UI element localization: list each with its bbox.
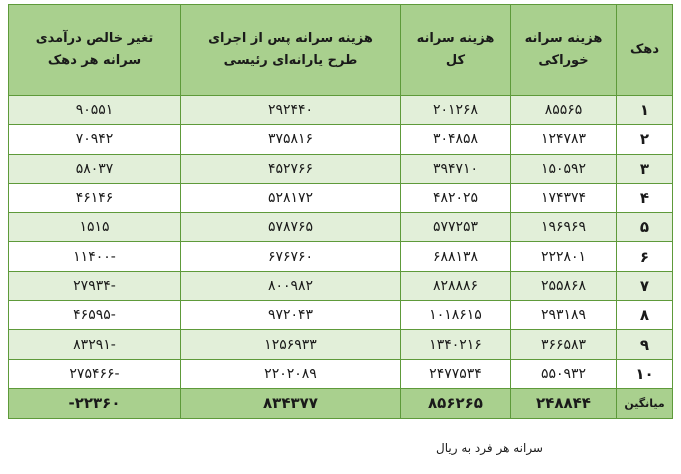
net-cell: -۴۶۵۹۵ [8, 300, 181, 331]
total-cell: ۱۰۱۸۶۱۵ [400, 300, 511, 331]
total-cell: ۴۸۲۰۲۵ [400, 182, 511, 214]
total-cell: ۳۹۴۷۱۰ [400, 153, 511, 184]
average-total: ۸۵۶۲۶۵ [400, 387, 511, 419]
header-net-line1: تغیر خالص درآمدی [35, 31, 154, 46]
table-row: ۹ ۳۶۶۵۸۳ ۱۳۴۰۲۱۶ ۱۲۵۶۹۳۳ -۸۳۲۹۱ [8, 329, 673, 360]
header-row: دهک هزینه سرانه خوراکی هزینه سرانه کل هز… [8, 4, 673, 96]
average-label: میانگین [616, 387, 673, 419]
net-cell: -۲۷۹۳۴ [8, 270, 181, 302]
net-cell: -۲۷۵۴۶۶ [8, 358, 181, 389]
after-cell: ۲۲۰۲۰۸۹ [180, 358, 401, 389]
total-cell: ۲۴۷۷۵۳۴ [400, 358, 511, 389]
decile-cell: ۵ [616, 212, 673, 243]
table-row: ۶ ۲۲۲۸۰۱ ۶۸۸۱۳۸ ۶۷۶۷۶۰ -۱۱۴۰۰ [8, 241, 673, 272]
after-cell: ۴۵۲۷۶۶ [180, 153, 401, 184]
table-row: ۱ ۸۵۵۶۵ ۲۰۱۲۶۸ ۲۹۲۴۴۰ ۹۰۵۵۱ [8, 94, 673, 126]
net-cell: -۱۱۴۰۰ [8, 241, 181, 272]
net-cell: -۸۳۲۹۱ [8, 329, 181, 360]
average-after: ۸۳۴۳۷۷ [180, 387, 401, 419]
net-cell: ۷۰۹۴۲ [8, 124, 181, 155]
after-cell: ۵۷۸۷۶۵ [180, 212, 401, 243]
average-food: ۲۴۸۸۴۴ [510, 387, 617, 419]
header-net-line2: سرانه هر دهک [47, 53, 142, 68]
subsidy-table: دهک هزینه سرانه خوراکی هزینه سرانه کل هز… [8, 4, 673, 419]
net-cell: ۱۵۱۵ [8, 212, 181, 243]
food-cell: ۱۷۴۳۷۴ [510, 182, 617, 214]
header-after-line1: هزینه سرانه پس از اجرای [208, 31, 373, 46]
after-cell: ۳۷۵۸۱۶ [180, 124, 401, 155]
decile-cell: ۴ [616, 182, 673, 214]
header-total-line2: کل [445, 53, 466, 68]
total-cell: ۵۷۷۲۵۳ [400, 212, 511, 243]
decile-cell: ۶ [616, 241, 673, 272]
header-after-line2: طرح یارانه‌ای رئیسی [223, 53, 358, 68]
net-cell: ۹۰۵۵۱ [8, 94, 181, 126]
table-row: ۱۰ ۵۵۰۹۳۲ ۲۴۷۷۵۳۴ ۲۲۰۲۰۸۹ -۲۷۵۴۶۶ [8, 358, 673, 389]
after-cell: ۹۷۲۰۴۳ [180, 300, 401, 331]
food-cell: ۲۲۲۸۰۱ [510, 241, 617, 272]
table-row: ۵ ۱۹۶۹۶۹ ۵۷۷۲۵۳ ۵۷۸۷۶۵ ۱۵۱۵ [8, 212, 673, 243]
average-row: میانگین ۲۴۸۸۴۴ ۸۵۶۲۶۵ ۸۳۴۳۷۷ ۲۲۳۶۰- [8, 387, 673, 419]
net-cell: ۵۸۰۳۷ [8, 153, 181, 184]
food-cell: ۳۶۶۵۸۳ [510, 329, 617, 360]
header-food-line1: هزینه سرانه [524, 31, 603, 46]
header-total-line1: هزینه سرانه [416, 31, 495, 46]
decile-cell: ۱ [616, 94, 673, 126]
decile-cell: ۷ [616, 270, 673, 302]
after-cell: ۶۷۶۷۶۰ [180, 241, 401, 272]
total-cell: ۱۳۴۰۲۱۶ [400, 329, 511, 360]
food-cell: ۵۵۰۹۳۲ [510, 358, 617, 389]
decile-cell: ۹ [616, 329, 673, 360]
table-caption: سرانه هر فرد به ریال [436, 441, 543, 455]
table-row: ۴ ۱۷۴۳۷۴ ۴۸۲۰۲۵ ۵۲۸۱۷۲ ۴۶۱۴۶ [8, 182, 673, 214]
food-cell: ۲۵۵۸۶۸ [510, 270, 617, 302]
header-after-plan: هزینه سرانه پس از اجرای طرح یارانه‌ای رئ… [180, 4, 401, 96]
total-cell: ۸۲۸۸۸۶ [400, 270, 511, 302]
food-cell: ۸۵۵۶۵ [510, 94, 617, 126]
table-row: ۸ ۲۹۳۱۸۹ ۱۰۱۸۶۱۵ ۹۷۲۰۴۳ -۴۶۵۹۵ [8, 300, 673, 331]
food-cell: ۱۵۰۵۹۲ [510, 153, 617, 184]
food-cell: ۱۲۴۷۸۳ [510, 124, 617, 155]
header-food-line2: خوراکی [538, 53, 589, 68]
total-cell: ۶۸۸۱۳۸ [400, 241, 511, 272]
header-net-change: تغیر خالص درآمدی سرانه هر دهک [8, 4, 181, 96]
average-net: ۲۲۳۶۰- [8, 387, 181, 419]
total-cell: ۲۰۱۲۶۸ [400, 94, 511, 126]
decile-cell: ۲ [616, 124, 673, 155]
header-total-cost: هزینه سرانه کل [400, 4, 511, 96]
after-cell: ۸۰۰۹۸۲ [180, 270, 401, 302]
food-cell: ۱۹۶۹۶۹ [510, 212, 617, 243]
table-row: ۳ ۱۵۰۵۹۲ ۳۹۴۷۱۰ ۴۵۲۷۶۶ ۵۸۰۳۷ [8, 153, 673, 184]
decile-cell: ۱۰ [616, 358, 673, 389]
after-cell: ۲۹۲۴۴۰ [180, 94, 401, 126]
decile-cell: ۳ [616, 153, 673, 184]
header-food-cost: هزینه سرانه خوراکی [510, 4, 617, 96]
table-row: ۲ ۱۲۴۷۸۳ ۳۰۴۸۵۸ ۳۷۵۸۱۶ ۷۰۹۴۲ [8, 124, 673, 155]
decile-cell: ۸ [616, 300, 673, 331]
total-cell: ۳۰۴۸۵۸ [400, 124, 511, 155]
after-cell: ۱۲۵۶۹۳۳ [180, 329, 401, 360]
table-row: ۷ ۲۵۵۸۶۸ ۸۲۸۸۸۶ ۸۰۰۹۸۲ -۲۷۹۳۴ [8, 270, 673, 302]
net-cell: ۴۶۱۴۶ [8, 182, 181, 214]
header-decile: دهک [616, 4, 673, 96]
food-cell: ۲۹۳۱۸۹ [510, 300, 617, 331]
after-cell: ۵۲۸۱۷۲ [180, 182, 401, 214]
